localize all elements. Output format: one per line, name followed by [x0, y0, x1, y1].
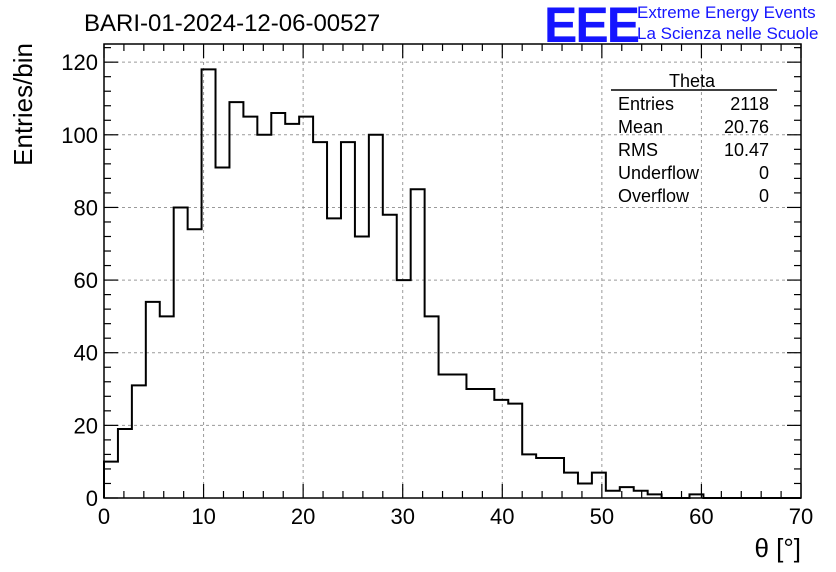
- histogram-bin: [411, 189, 425, 498]
- y-tick-label: 80: [74, 195, 98, 220]
- histogram-bin: [397, 280, 411, 498]
- histogram-bin: [146, 302, 160, 498]
- stats-row-value: 20.76: [724, 117, 769, 137]
- histogram-bin: [355, 236, 369, 498]
- stats-title: Theta: [669, 71, 716, 91]
- stats-row-label: Entries: [618, 94, 674, 114]
- histogram-bin: [188, 229, 202, 498]
- histogram-bin: [634, 491, 648, 498]
- histogram-bin: [132, 385, 146, 498]
- histogram-bin: [160, 316, 174, 498]
- histogram-bin: [327, 218, 341, 498]
- x-tick-label: 60: [689, 504, 713, 529]
- logo-tagline-1: Extreme Energy Events: [637, 3, 816, 22]
- histogram: [103, 68, 801, 499]
- histogram-bin: [174, 207, 188, 498]
- histogram-bin: [202, 69, 216, 498]
- histogram-bin: [425, 316, 439, 498]
- histogram-bin: [118, 429, 132, 498]
- histogram-bin: [285, 124, 299, 498]
- histogram-bin: [480, 389, 494, 498]
- stats-row-value: 0: [759, 186, 769, 206]
- stats-row-value: 0: [759, 163, 769, 183]
- histogram-bin: [216, 167, 230, 498]
- y-tick-label: 60: [74, 268, 98, 293]
- stats-row-label: Underflow: [618, 163, 700, 183]
- histogram-bin: [229, 102, 243, 498]
- eee-logo: EEE: [544, 0, 640, 53]
- y-tick-label: 120: [61, 50, 98, 75]
- histogram-outline: [103, 68, 801, 499]
- x-tick-label: 0: [98, 504, 110, 529]
- histogram-bin: [536, 458, 550, 498]
- histogram-bin: [243, 117, 257, 498]
- histogram-bin: [341, 142, 355, 498]
- histogram-bin: [271, 113, 285, 498]
- histogram-bin: [257, 135, 271, 498]
- y-tick-label: 20: [74, 413, 98, 438]
- x-tick-label: 20: [291, 504, 315, 529]
- histogram-bin: [383, 215, 397, 498]
- histogram-bin: [592, 473, 606, 498]
- histogram-title: BARI-01-2024-12-06-00527: [84, 10, 381, 37]
- histogram-bin: [439, 375, 453, 498]
- grid: [104, 44, 801, 498]
- histogram-bin: [313, 142, 327, 498]
- x-tick-label: 70: [789, 504, 813, 529]
- stats-row-label: Overflow: [618, 186, 690, 206]
- histogram-bin: [522, 454, 536, 498]
- tick-labels: 0 10 20 30 40 50 60 70 0 20 40 60 80 100 120: [61, 50, 813, 529]
- histogram-bin: [564, 473, 578, 498]
- x-tick-label: 10: [191, 504, 215, 529]
- histogram-bin: [494, 400, 508, 498]
- y-tick-label: 40: [74, 341, 98, 366]
- stats-box: Theta Entries 2118 Mean 20.76 RMS 10.47 Underf…: [611, 71, 777, 206]
- y-tick-label: 0: [86, 486, 98, 511]
- y-axis-label: Entries/bin: [8, 43, 38, 166]
- histogram-bin: [466, 389, 480, 498]
- x-tick-label: 40: [490, 504, 514, 529]
- stats-row-label: Mean: [618, 117, 663, 137]
- histogram-bin: [578, 483, 592, 498]
- logo-tagline-2: La Scienza nelle Scuole: [637, 24, 819, 43]
- histogram-bin: [369, 135, 383, 498]
- histogram-bin: [508, 404, 522, 498]
- x-axis-label: θ [°]: [754, 533, 801, 563]
- histogram-bin: [104, 462, 118, 498]
- x-tick-label: 30: [390, 504, 414, 529]
- y-tick-label: 100: [61, 123, 98, 148]
- histogram-bin: [606, 491, 620, 498]
- x-tick-label: 50: [590, 504, 614, 529]
- histogram-bin: [453, 375, 467, 498]
- stats-row-value: 2118: [730, 94, 769, 114]
- axes: [103, 43, 802, 499]
- histogram-bin: [299, 117, 313, 498]
- stats-row-label: RMS: [618, 140, 658, 160]
- stats-row-value: 10.47: [724, 140, 769, 160]
- plot-frame: [103, 43, 802, 499]
